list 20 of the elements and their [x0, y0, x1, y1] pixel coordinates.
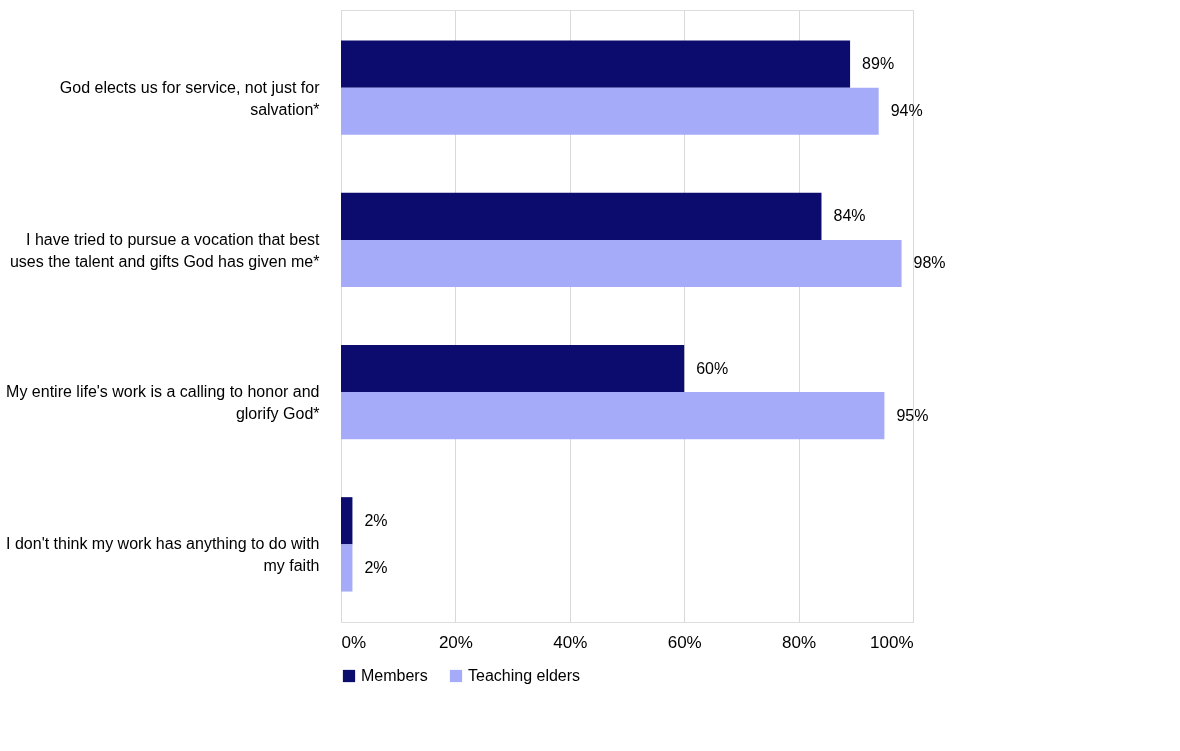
data-label: 98%	[913, 254, 946, 272]
data-label: 89%	[862, 55, 895, 73]
data-label: 2%	[364, 511, 388, 529]
y-tick-label: God elects us for service, not just for salvation*	[59, 78, 321, 118]
legend-label: Members	[361, 667, 428, 684]
data-label: 84%	[833, 207, 866, 225]
x-tick-label: 20%	[438, 632, 473, 652]
x-tick-label: 0%	[341, 632, 367, 652]
x-tick-label: 60%	[667, 632, 702, 652]
data-label: 60%	[696, 359, 729, 377]
y-tick-label: I have tried to pursue a vocation that best uses the talent and gifts God has given me*	[9, 230, 321, 270]
x-tick-label: 80%	[782, 632, 817, 652]
x-tick-label: 100%	[870, 632, 914, 652]
data-label: 2%	[364, 558, 388, 576]
y-tick-label: My entire life's work is a calling to honor and glorify God*	[6, 383, 320, 423]
y-tick-label: I don't think my work has anything to do with my faith	[6, 535, 320, 575]
data-label: 95%	[896, 406, 929, 424]
data-label: 94%	[890, 102, 923, 120]
x-tick-label: 40%	[553, 632, 588, 652]
legend-label: Teaching elders	[468, 667, 581, 684]
